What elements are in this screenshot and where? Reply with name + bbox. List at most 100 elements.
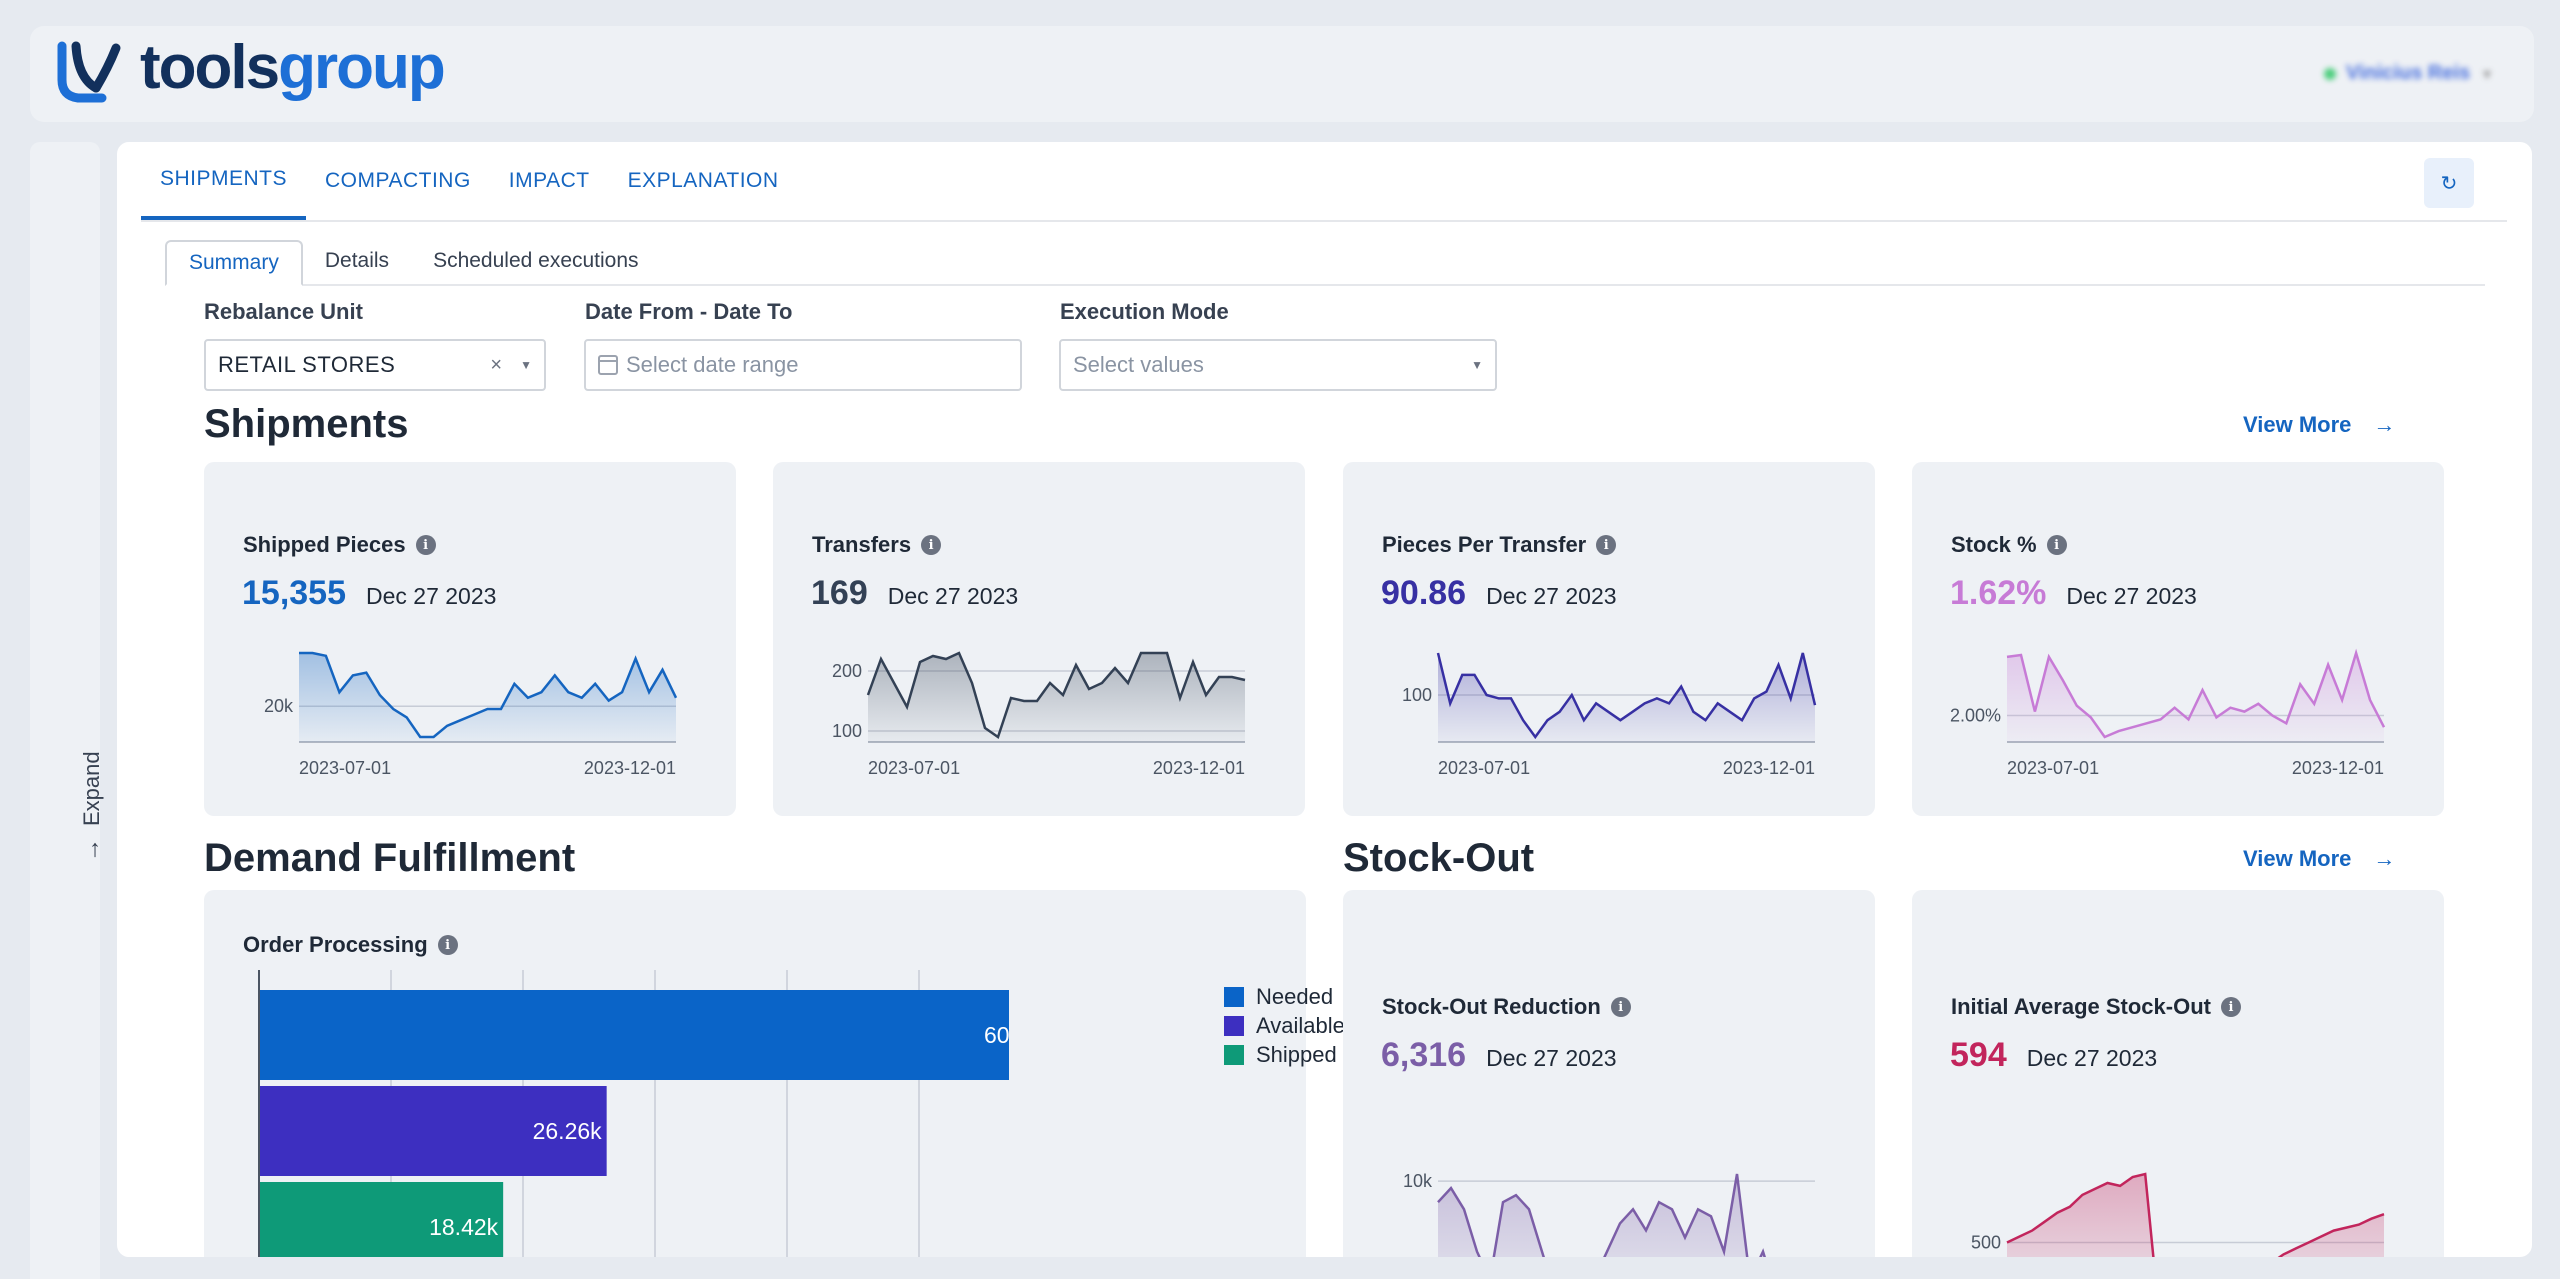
- bar-shipped[interactable]: [260, 1182, 504, 1257]
- kpi-card: Transfers i 169 Dec 27 2023 200 100 2023-07-01…: [773, 462, 1305, 816]
- x-tick-label: 2023-07-01: [299, 758, 391, 778]
- refresh-button[interactable]: ↻: [2424, 158, 2474, 208]
- clear-icon[interactable]: ×: [490, 353, 503, 376]
- kpi-row: 1.62% Dec 27 2023: [1950, 574, 2197, 613]
- order-processing-chart: 60.45k 26.26k 18.42k: [258, 970, 1009, 1257]
- legend-label: Available: [1256, 1012, 1345, 1038]
- bar-value-label: 18.42k: [429, 1214, 499, 1240]
- x-tick-label: 2023-12-01: [584, 758, 676, 778]
- brand-wordmark: toolsgroup: [140, 33, 446, 102]
- user-name: Vinicius Reis: [2346, 62, 2471, 84]
- y-tick-label: 500: [1971, 1232, 2001, 1252]
- legend-swatch: [1224, 986, 1244, 1007]
- brand-mark-icon: [57, 41, 121, 103]
- kpi-date: Dec 27 2023: [1486, 583, 1617, 609]
- kpi-title-text: Pieces Per Transfer: [1382, 532, 1587, 557]
- bar-available[interactable]: [260, 1086, 607, 1176]
- sparkline-area: [2007, 1174, 2384, 1257]
- x-tick-label: 2023-07-01: [1438, 758, 1530, 778]
- sparkline-line: [299, 651, 678, 739]
- kpi-value: 6,316: [1381, 1036, 1467, 1074]
- x-tick-label: 2023-12-01: [1723, 758, 1815, 778]
- kpi-card: Pieces Per Transfer i 90.86 Dec 27 2023 100 2…: [1343, 462, 1875, 816]
- kpi-title: Stock-Out Reduction i: [1382, 994, 1631, 1020]
- expand-label: Expand: [79, 751, 104, 826]
- info-icon[interactable]: i: [1596, 535, 1617, 555]
- kpi-date: Dec 27 2023: [2026, 1045, 2158, 1071]
- kpi-card: Stock-Out Reduction i 6,316 Dec 27 2023 10k: [1343, 890, 1875, 1257]
- kpi-title: Pieces Per Transfer i: [1382, 532, 1617, 558]
- sidebar: → Expand: [30, 142, 105, 1279]
- x-tick-label: 2023-07-01: [2007, 758, 2099, 778]
- x-tick-label: 2023-07-01: [868, 758, 960, 778]
- kpi-date: Dec 27 2023: [366, 583, 497, 609]
- legend-item-available[interactable]: Available: [1224, 1011, 1345, 1040]
- stock-out-view-more-link[interactable]: View More →: [2243, 846, 2395, 872]
- order-processing-legend: Needed Available Shipped: [1224, 982, 1345, 1069]
- legend-label: Shipped: [1256, 1041, 1337, 1067]
- info-icon[interactable]: i: [437, 935, 458, 955]
- kpi-value: 90.86: [1381, 574, 1467, 612]
- kpi-title-text: Initial Average Stock-Out: [1951, 994, 2211, 1019]
- kpi-row: 15,355 Dec 27 2023: [242, 574, 496, 613]
- sparkline-area: [1438, 1174, 1765, 1257]
- view-more-label: View More: [2243, 846, 2352, 871]
- calendar-icon: [598, 355, 618, 375]
- sparkline-area: [1438, 653, 1815, 742]
- rebalance-unit-label: Rebalance Unit: [204, 299, 363, 324]
- legend-item-shipped[interactable]: Shipped: [1224, 1040, 1345, 1069]
- stock-out-title: Stock-Out: [1343, 836, 1535, 880]
- chevron-down-icon: ▼: [2480, 65, 2494, 82]
- arrow-right-icon: →: [2373, 846, 2396, 871]
- subtab-summary[interactable]: Summary: [165, 240, 303, 286]
- user-menu[interactable]: Vinicius Reis ▼: [2324, 62, 2494, 85]
- kpi-value: 594: [1950, 1036, 2007, 1074]
- tab-impact[interactable]: IMPACT: [508, 169, 590, 192]
- kpi-value: 1.62%: [1950, 574, 2047, 612]
- date-range-input[interactable]: Select date range: [584, 339, 1022, 391]
- sub-tabs: Summary Details Scheduled executions: [165, 240, 2485, 286]
- kpi-card: Shipped Pieces i 15,355 Dec 27 2023 20k 2023-…: [204, 462, 736, 816]
- execution-mode-label: Execution Mode: [1060, 299, 1229, 324]
- info-icon[interactable]: i: [921, 535, 942, 555]
- info-icon[interactable]: i: [2046, 535, 2067, 555]
- info-icon[interactable]: i: [2220, 997, 2241, 1017]
- y-tick-label: 20k: [264, 696, 294, 716]
- kpi-title-text: Shipped Pieces: [243, 532, 406, 557]
- legend-item-needed[interactable]: Needed: [1224, 982, 1345, 1011]
- sparkline-line: [1437, 1173, 1766, 1257]
- tab-compacting[interactable]: COMPACTING: [325, 169, 471, 192]
- y-tick-label: 10k: [1403, 1171, 1433, 1191]
- main-panel: SHIPMENTS COMPACTING IMPACT EXPLANATION …: [117, 142, 2532, 1257]
- legend-label: Needed: [1256, 983, 1334, 1009]
- refresh-icon: ↻: [2440, 172, 2458, 195]
- sparkline-chart: 100 2023-07-01 2023-12-01: [1402, 652, 1817, 778]
- date-range-placeholder: Select date range: [626, 352, 799, 377]
- kpi-title: Transfers i: [812, 532, 942, 558]
- bar-needed[interactable]: [260, 990, 1009, 1080]
- sparkline-chart: 10k: [1403, 1171, 1815, 1257]
- subtab-details[interactable]: Details: [324, 249, 390, 272]
- info-icon[interactable]: i: [415, 535, 436, 555]
- kpi-card: Initial Average Stock-Out i 594 Dec 27 2023…: [1912, 890, 2444, 1257]
- sparkline-area: [2007, 653, 2384, 742]
- sparkline-chart: 500: [1971, 1172, 2385, 1257]
- expand-sidebar-button[interactable]: → Expand: [78, 751, 106, 862]
- shipments-view-more-link[interactable]: View More →: [2243, 412, 2395, 438]
- execution-mode-select[interactable]: Select values ▼: [1059, 339, 1497, 391]
- order-processing-card: Order Processing i 60.45k 26.26k 18.42k Ne…: [204, 890, 1345, 1257]
- y-tick-label: 2.00%: [1950, 705, 2001, 725]
- kpi-value: 169: [811, 574, 868, 612]
- arrow-right-icon: →: [78, 838, 105, 862]
- sparkline-chart: 2.00% 2023-07-01 2023-12-01: [1950, 648, 2386, 778]
- order-processing-title-text: Order Processing: [243, 932, 428, 957]
- kpi-row: 169 Dec 27 2023: [811, 574, 1018, 613]
- subtab-scheduled-executions[interactable]: Scheduled executions: [433, 249, 639, 272]
- execution-mode-placeholder: Select values: [1073, 352, 1204, 377]
- kpi-title: Stock % i: [1951, 532, 2067, 558]
- tab-shipments[interactable]: SHIPMENTS: [141, 142, 307, 220]
- info-icon[interactable]: i: [1610, 997, 1631, 1017]
- tab-explanation[interactable]: EXPLANATION: [627, 169, 779, 192]
- brand-logo[interactable]: toolsgroup: [56, 33, 446, 104]
- rebalance-unit-select[interactable]: RETAIL STORES × ▼: [204, 339, 546, 391]
